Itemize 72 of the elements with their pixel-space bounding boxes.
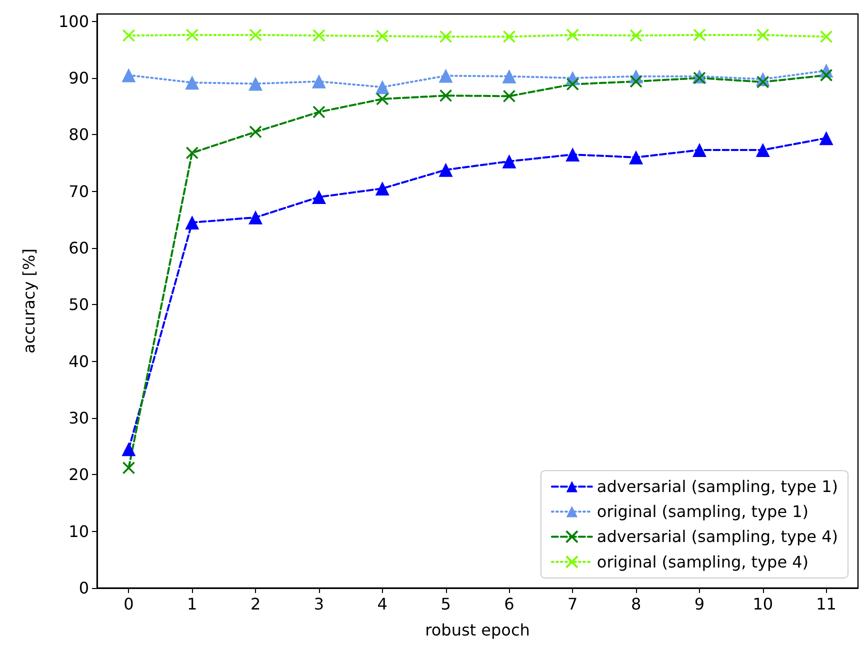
y-tick-label: 50 xyxy=(68,295,89,314)
point xyxy=(122,29,136,42)
x-tick-label: 11 xyxy=(816,594,836,614)
point xyxy=(819,131,834,146)
point xyxy=(122,461,136,474)
point xyxy=(502,69,516,84)
point xyxy=(756,142,770,157)
y-tick-label: 10 xyxy=(68,522,89,541)
y-tick-label: 90 xyxy=(68,68,89,88)
x-tick-label: 10 xyxy=(752,594,774,614)
y-tick-label: 0 xyxy=(78,578,89,598)
point xyxy=(438,162,453,177)
point xyxy=(312,106,326,118)
point xyxy=(186,146,199,160)
point xyxy=(122,68,136,82)
point xyxy=(375,182,390,196)
point xyxy=(820,68,833,82)
point xyxy=(248,76,263,91)
x-tick-label: 1 xyxy=(187,594,198,614)
point xyxy=(312,74,326,88)
x-tick-label: 0 xyxy=(124,594,134,614)
point xyxy=(502,90,516,103)
point xyxy=(375,80,390,94)
point xyxy=(249,125,262,138)
point xyxy=(756,28,770,42)
point xyxy=(122,442,136,456)
point xyxy=(693,28,706,42)
point xyxy=(820,30,833,44)
point xyxy=(312,190,326,204)
legend-label: original (sampling, type 1) xyxy=(596,502,809,522)
point xyxy=(439,30,452,44)
x-tick-label: 8 xyxy=(630,594,642,614)
y-tick-label: 40 xyxy=(68,352,89,371)
point xyxy=(248,210,263,224)
legend-label: adversarial (sampling, type 4) xyxy=(596,527,838,546)
point xyxy=(566,148,580,162)
point xyxy=(566,78,580,91)
x-tick-label: 7 xyxy=(568,594,578,614)
x-axis-title: robust epoch xyxy=(425,620,530,640)
point xyxy=(376,92,389,106)
point xyxy=(566,28,580,42)
y-tick-label: 30 xyxy=(68,408,89,428)
point xyxy=(185,216,200,230)
legend-label: original (sampling, type 4) xyxy=(596,552,809,572)
point xyxy=(629,150,644,164)
point xyxy=(439,89,452,102)
x-tick-label: 6 xyxy=(504,594,514,614)
y-tick-label: 100 xyxy=(58,12,89,31)
y-tick-label: 70 xyxy=(68,182,89,201)
x-tick-label: 9 xyxy=(694,594,705,614)
point xyxy=(630,29,642,42)
point xyxy=(312,29,326,42)
x-tick-label: 4 xyxy=(377,594,388,614)
y-tick-label: 80 xyxy=(68,125,89,144)
point xyxy=(502,154,516,168)
point xyxy=(249,28,262,42)
x-tick-label: 5 xyxy=(440,594,451,614)
point xyxy=(756,76,770,88)
legend-label: adversarial (sampling, type 1) xyxy=(596,477,838,496)
point xyxy=(186,28,199,42)
point xyxy=(376,30,389,42)
point xyxy=(185,76,200,90)
y-tick-label: 20 xyxy=(68,465,89,484)
point xyxy=(692,142,706,157)
y-axis-title: accuracy [%] xyxy=(20,248,38,354)
x-tick-label: 2 xyxy=(250,594,261,614)
point xyxy=(502,30,516,44)
x-tick-label: 3 xyxy=(314,594,324,614)
point xyxy=(630,75,642,88)
point xyxy=(693,72,706,84)
point xyxy=(438,68,453,83)
y-tick-label: 60 xyxy=(68,238,89,258)
